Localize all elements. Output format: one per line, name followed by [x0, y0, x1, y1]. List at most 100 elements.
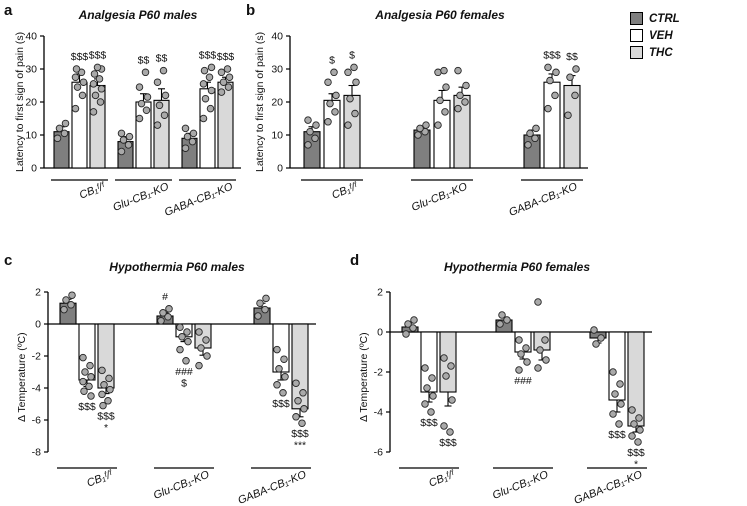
data-point: [423, 384, 431, 392]
data-point: [176, 323, 184, 331]
data-point: [199, 80, 208, 88]
y-tick-label: -4: [32, 383, 41, 395]
y-tick-label: 0: [35, 319, 41, 331]
data-point: [531, 134, 539, 143]
data-point: [311, 134, 319, 143]
panel-letter-a: a: [4, 2, 13, 19]
data-point: [261, 305, 269, 314]
panel-analgesia-males: a Analgesia P60 males Latency to first s…: [2, 2, 248, 254]
data-point: [206, 104, 215, 113]
data-point: [223, 65, 232, 73]
data-point: [165, 305, 173, 313]
panel-letter-d: d: [350, 252, 360, 269]
data-point: [294, 397, 302, 405]
data-point: [195, 328, 203, 336]
sig-annotation: $$$: [71, 51, 89, 63]
data-point: [60, 305, 68, 314]
data-point: [421, 364, 429, 372]
data-point: [90, 70, 99, 78]
data-point: [434, 121, 442, 129]
legend-swatch-ctrl: [630, 12, 643, 25]
data-point: [324, 118, 332, 126]
group-label: GABA-CB₁-KO: [507, 180, 579, 218]
group-label: GABA-CB₁-KO: [163, 180, 235, 218]
data-point: [402, 330, 410, 338]
data-point: [85, 382, 93, 391]
data-point: [592, 340, 600, 348]
sig-annotation: $$$: [89, 49, 107, 61]
data-point: [454, 66, 462, 75]
sig-annotation: $$$: [217, 51, 235, 63]
sig-annotation: $: [329, 54, 335, 66]
group-label: CB₁ᶠ/ᶠ: [330, 180, 361, 202]
data-point: [178, 333, 186, 341]
data-point: [205, 73, 214, 81]
data-point: [428, 374, 436, 382]
data-point: [634, 438, 642, 446]
data-point: [143, 93, 152, 101]
data-point: [281, 373, 289, 381]
data-point: [117, 147, 126, 156]
legend-label-thc: THC: [649, 46, 673, 59]
data-point: [429, 392, 437, 400]
data-point: [87, 373, 95, 381]
data-point: [447, 362, 455, 370]
data-point: [86, 361, 94, 370]
data-point: [503, 316, 511, 324]
y-tick-label: 0: [377, 327, 383, 339]
data-point: [78, 91, 87, 100]
data-point: [298, 419, 306, 427]
data-point: [440, 354, 448, 362]
data-point: [280, 355, 288, 363]
data-point: [572, 65, 580, 73]
sig-annotation: $$: [156, 53, 168, 65]
group-label: Glu-CB₁-KO: [410, 180, 470, 213]
data-point: [124, 141, 133, 149]
data-point: [517, 350, 525, 358]
data-point: [628, 406, 636, 414]
data-point: [141, 68, 150, 77]
data-point: [184, 337, 192, 346]
data-point: [427, 408, 435, 416]
data-point: [300, 405, 308, 413]
y-tick-label: 20: [271, 97, 283, 109]
data-point: [199, 114, 208, 123]
legend-swatch-veh: [630, 29, 643, 42]
data-point: [157, 317, 165, 325]
data-point: [225, 73, 234, 81]
data-point: [515, 366, 523, 374]
panel-letter-c: c: [4, 252, 13, 269]
data-point: [224, 83, 233, 91]
data-point: [350, 63, 358, 72]
sig-annotation: $$: [138, 54, 150, 66]
data-point: [299, 389, 307, 397]
sig-annotation: $$$: [272, 398, 290, 410]
data-point: [217, 88, 226, 96]
sig-annotation: ###: [514, 375, 532, 387]
data-point: [292, 413, 300, 421]
data-point: [636, 426, 644, 434]
data-point: [79, 353, 87, 362]
data-point: [344, 68, 352, 77]
data-point: [332, 91, 340, 100]
data-point: [346, 94, 354, 103]
data-point: [611, 390, 619, 398]
data-point: [534, 364, 542, 372]
data-point: [105, 374, 113, 383]
data-point: [351, 109, 359, 118]
data-point: [544, 63, 552, 72]
data-point: [73, 83, 82, 91]
data-point: [448, 396, 456, 404]
data-point: [292, 379, 300, 387]
y-tick-label: 0: [31, 163, 37, 175]
sig-annotation: $$$: [439, 437, 457, 449]
sig-annotation: *: [634, 459, 638, 471]
data-point: [616, 380, 624, 388]
data-point: [135, 114, 144, 123]
data-point: [628, 432, 636, 440]
data-point: [159, 309, 167, 317]
panel-c-plot: 20-2-4-6-8$$$$$$*CB₁ᶠ/ᶠ####$Glu-CB₁-KO$$…: [32, 287, 316, 506]
data-point: [279, 389, 287, 397]
